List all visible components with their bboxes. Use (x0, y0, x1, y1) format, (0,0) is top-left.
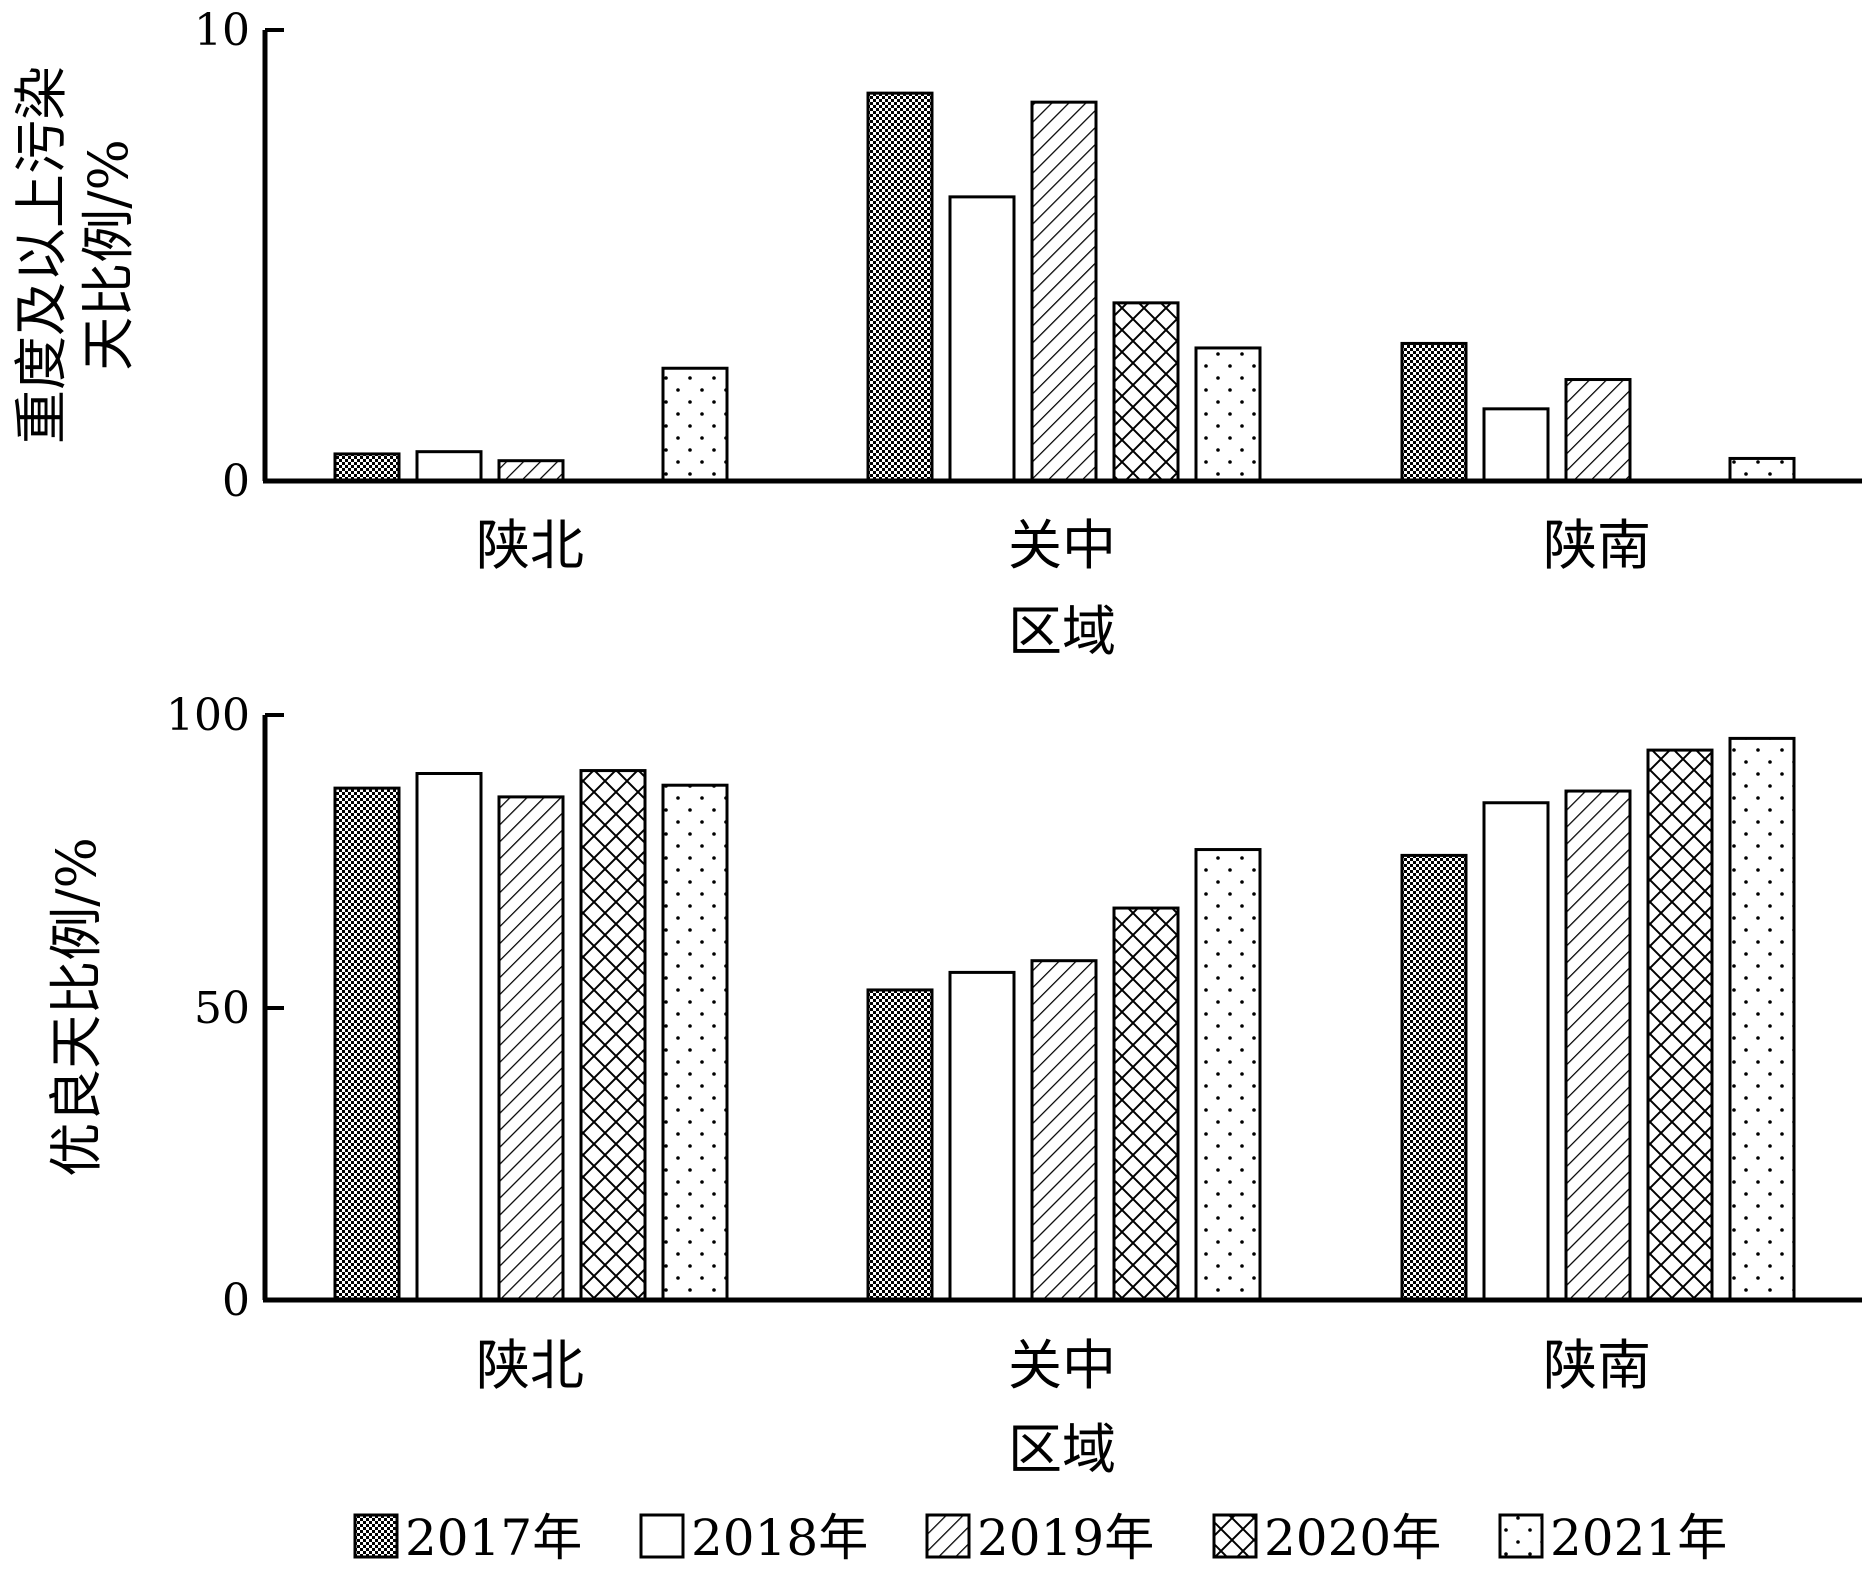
category-label: 关中 (1008, 514, 1116, 577)
bar-陕北-2017年 (333, 452, 401, 483)
legend-swatch-2021 (1498, 1513, 1544, 1559)
y-tick-label-zero: 0 (222, 456, 250, 507)
bar-关中-2017年 (866, 988, 934, 1302)
legend-swatch-2020 (1212, 1513, 1258, 1559)
y-tick-label: 50 (194, 983, 250, 1034)
category-label: 关中 (1008, 1334, 1116, 1397)
bar-陕南-2021年 (1728, 456, 1796, 483)
y-tick-label: 0 (222, 1275, 250, 1326)
bar-陕北-2020年 (579, 769, 647, 1302)
legend-swatch-2017 (353, 1513, 399, 1559)
legend-label: 2019年 (977, 1509, 1154, 1567)
bar-陕北-2019年 (497, 459, 565, 483)
legend-label: 2018年 (691, 1509, 868, 1567)
bar-关中-2017年 (866, 91, 934, 483)
bar-陕南-2019年 (1564, 789, 1632, 1302)
bar-关中-2019年 (1030, 100, 1098, 483)
bar-关中-2018年 (948, 195, 1016, 483)
y-axis-title: 重度及以上污染 (10, 66, 73, 444)
y-axis-title: 优良天比例/% (45, 837, 108, 1177)
bar-陕南-2018年 (1482, 407, 1550, 483)
bar-关中-2020年 (1112, 906, 1180, 1302)
bar-陕南-2017年 (1400, 853, 1468, 1302)
bar-关中-2018年 (948, 970, 1016, 1302)
category-label: 陕南 (1543, 1334, 1651, 1397)
legend-label: 2021年 (1550, 1509, 1727, 1567)
legend-label: 2017年 (405, 1509, 582, 1567)
category-label: 陕北 (476, 1334, 584, 1397)
category-label: 陕南 (1543, 514, 1651, 577)
bar-陕北-2018年 (415, 772, 483, 1302)
category-label: 陕北 (476, 514, 584, 577)
x-axis-title: 区域 (1008, 1418, 1116, 1481)
bar-陕南-2018年 (1482, 801, 1550, 1302)
y-tick-label-max: 10 (194, 5, 250, 56)
x-axis-title: 区域 (1008, 600, 1116, 663)
chart-panel-good-days: 100 50 0 陕北 关中 陕南 区域 优良天比例/% (45, 690, 1862, 1481)
bar-陕北-2021年 (661, 783, 729, 1302)
bar-关中-2020年 (1112, 301, 1180, 483)
bar-group (333, 736, 1796, 1302)
bar-陕北-2019年 (497, 795, 565, 1302)
bar-陕北-2017年 (333, 786, 401, 1302)
bar-陕南-2021年 (1728, 736, 1796, 1302)
bar-陕北-2021年 (661, 366, 729, 483)
bar-关中-2021年 (1194, 848, 1262, 1302)
legend: 2017年 2018年 2019年 2020年 2021年 (353, 1509, 1727, 1567)
bar-关中-2021年 (1194, 346, 1262, 483)
bar-group (333, 91, 1796, 483)
y-axis-title: 天比例/% (77, 139, 140, 371)
bar-关中-2019年 (1030, 959, 1098, 1302)
y-tick-label: 100 (166, 690, 250, 741)
legend-swatch-2019 (925, 1513, 971, 1559)
legend-label: 2020年 (1264, 1509, 1441, 1567)
chart-panel-heavy-pollution: 10 0 陕北 关中 陕南 区域 重度及以上污染 天比例/% (10, 5, 1862, 663)
bar-陕南-2019年 (1564, 378, 1632, 483)
bar-陕北-2018年 (415, 450, 483, 483)
bar-陕南-2017年 (1400, 341, 1468, 483)
bar-陕南-2020年 (1646, 748, 1714, 1302)
legend-swatch-2018 (639, 1513, 685, 1559)
